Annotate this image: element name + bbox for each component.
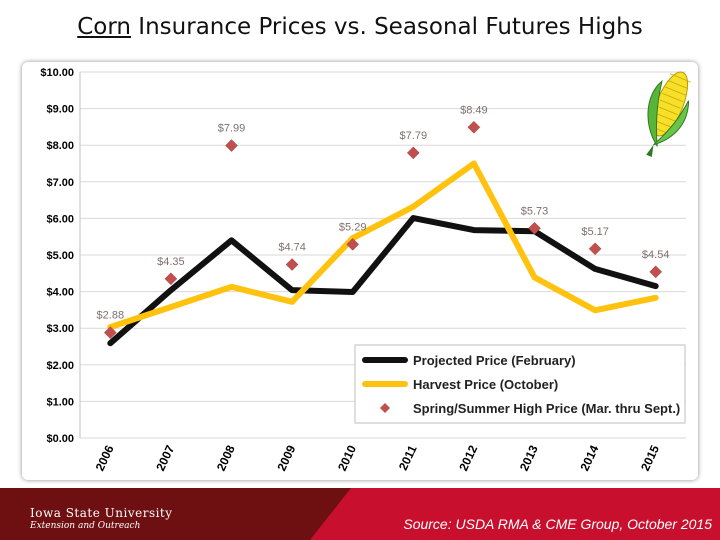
corn-part bbox=[647, 80, 663, 147]
y-tick-label: $1.00 bbox=[46, 396, 74, 408]
high-price-label: $8.49 bbox=[460, 104, 488, 116]
high-price-marker bbox=[467, 120, 481, 134]
high-price-marker bbox=[649, 265, 663, 279]
university-logo: Iowa State University Extension and Outr… bbox=[30, 506, 173, 531]
x-tick-label: 2014 bbox=[577, 443, 601, 473]
x-tick-label: 2006 bbox=[93, 443, 117, 473]
corn-cob-icon bbox=[646, 71, 691, 158]
y-tick-label: $3.00 bbox=[46, 323, 74, 335]
y-tick-label: $2.00 bbox=[46, 360, 74, 372]
line-chart: $0.00 $1.00 $2.00 $3.00 $4.00 $5.00 $6.00 $7.00… bbox=[40, 67, 691, 473]
legend-label: Spring/Summer High Price (Mar. thru Sept… bbox=[413, 401, 680, 416]
high-price-marker bbox=[225, 139, 238, 152]
high-price-marker bbox=[103, 326, 117, 339]
footer-band: Iowa State University Extension and Outr… bbox=[0, 488, 720, 540]
corn-part bbox=[654, 112, 676, 122]
y-tick-label: $10.00 bbox=[40, 67, 74, 79]
x-tick-label: 2011 bbox=[396, 443, 420, 473]
page-title: Corn Insurance Prices vs. Seasonal Futur… bbox=[0, 14, 720, 40]
corn-part bbox=[659, 99, 681, 109]
high-price-label: $5.73 bbox=[521, 205, 549, 217]
legend-label: Harvest Price (October) bbox=[413, 377, 558, 392]
high-price-marker bbox=[406, 146, 420, 160]
y-tick-label: $6.00 bbox=[46, 213, 74, 225]
y-tick-label: $0.00 bbox=[46, 433, 74, 445]
y-tick-label: $7.00 bbox=[46, 177, 74, 189]
legend-swatch-marker bbox=[380, 403, 390, 413]
x-tick-label: 2008 bbox=[214, 443, 238, 473]
title-keyword: Corn bbox=[77, 14, 131, 40]
high-price-label: $4.35 bbox=[157, 256, 185, 268]
high-price-label: $4.74 bbox=[278, 242, 306, 254]
high-price-marker bbox=[588, 242, 602, 256]
high-price-label: $7.79 bbox=[400, 130, 428, 142]
x-tick-label: 2015 bbox=[638, 443, 662, 473]
high-price-marker bbox=[285, 258, 299, 271]
logo-line2: Extension and Outreach bbox=[30, 521, 141, 531]
series-line-harvest bbox=[107, 160, 659, 331]
high-price-marker bbox=[528, 221, 541, 235]
x-tick-label: 2010 bbox=[335, 443, 359, 473]
logo-line1: Iowa State University bbox=[30, 506, 173, 520]
corn-part bbox=[662, 93, 683, 103]
source-note: Source: USDA RMA & CME Group, October 20… bbox=[403, 516, 712, 532]
corn-part bbox=[657, 105, 678, 115]
high-price-marker bbox=[346, 238, 360, 251]
x-tick-label: 2013 bbox=[517, 443, 541, 473]
title-rest: Insurance Prices vs. Seasonal Futures Hi… bbox=[131, 14, 643, 40]
high-price-label: $2.88 bbox=[97, 310, 125, 322]
legend-label: Projected Price (February) bbox=[413, 353, 576, 368]
corn-part bbox=[646, 144, 654, 158]
corn-part bbox=[670, 73, 691, 83]
y-tick-label: $8.00 bbox=[46, 140, 74, 152]
corn-part bbox=[667, 80, 689, 90]
high-price-marker bbox=[164, 272, 178, 286]
x-tick-label: 2007 bbox=[153, 443, 177, 473]
corn-part bbox=[664, 86, 686, 96]
corn-part bbox=[653, 100, 690, 146]
legend-box bbox=[354, 344, 686, 424]
y-tick-label: $5.00 bbox=[46, 250, 74, 262]
footer-band-red bbox=[310, 488, 720, 540]
y-tick-label: $9.00 bbox=[46, 104, 74, 116]
high-price-label: $7.99 bbox=[218, 123, 246, 135]
x-tick-label: 2009 bbox=[274, 443, 298, 473]
y-tick-label: $4.00 bbox=[46, 287, 74, 299]
x-tick-label: 2012 bbox=[456, 443, 480, 473]
high-price-label: $5.17 bbox=[581, 226, 609, 238]
high-price-label: $5.29 bbox=[339, 221, 367, 233]
high-price-label: $4.54 bbox=[642, 249, 670, 261]
chart-frame: $0.00 $1.00 $2.00 $3.00 $4.00 $5.00 $6.00 $7.00… bbox=[22, 62, 698, 480]
series-line-projected bbox=[107, 215, 659, 347]
